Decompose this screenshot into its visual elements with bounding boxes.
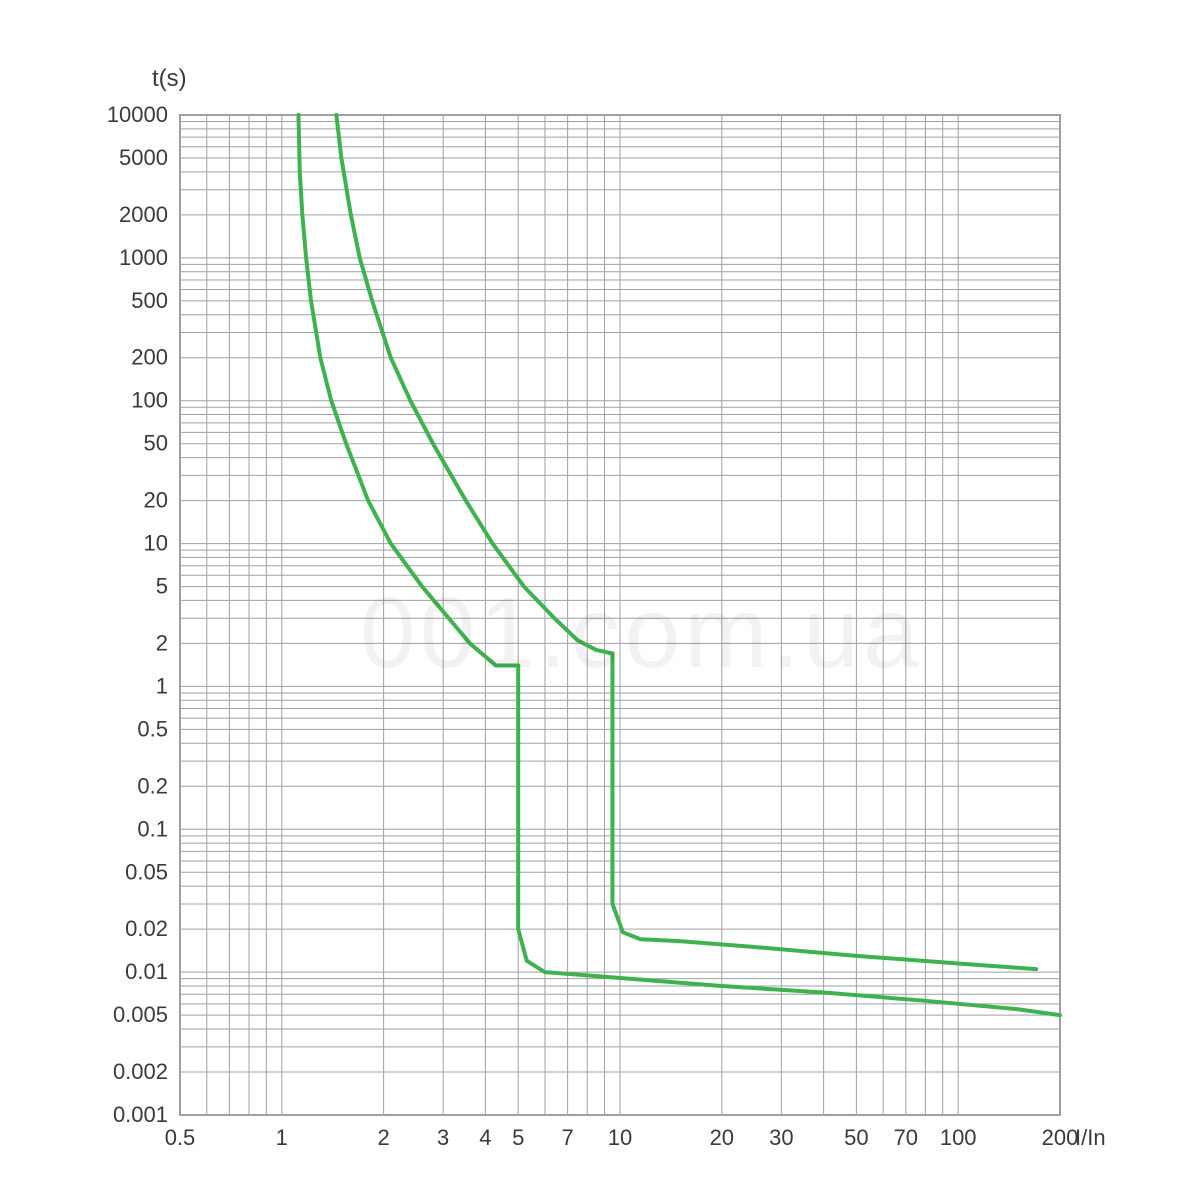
x-tick-label: 20 [710, 1125, 734, 1150]
y-tick-label: 0.5 [137, 716, 168, 741]
y-tick-label: 0.2 [137, 773, 168, 798]
y-tick-label: 0.001 [113, 1102, 168, 1127]
y-tick-label: 100 [131, 388, 168, 413]
y-tick-label: 10000 [107, 102, 168, 127]
x-tick-label: 10 [608, 1125, 632, 1150]
y-tick-label: 5 [156, 574, 168, 599]
y-tick-label: 200 [131, 345, 168, 370]
chart-svg: 0.512345710203050701002000.0010.0020.005… [0, 0, 1200, 1200]
x-tick-label: 2 [377, 1125, 389, 1150]
y-tick-label: 2000 [119, 202, 168, 227]
y-tick-label: 1000 [119, 245, 168, 270]
x-axis-label: I/In [1075, 1125, 1106, 1151]
x-tick-label: 50 [844, 1125, 868, 1150]
y-tick-label: 500 [131, 288, 168, 313]
y-tick-label: 0.005 [113, 1002, 168, 1027]
x-tick-label: 3 [437, 1125, 449, 1150]
x-tick-label: 5 [512, 1125, 524, 1150]
y-axis-label: t(s) [152, 65, 187, 93]
y-tick-label: 0.002 [113, 1059, 168, 1084]
x-tick-label: 200 [1042, 1125, 1079, 1150]
x-tick-label: 7 [561, 1125, 573, 1150]
x-tick-label: 70 [894, 1125, 918, 1150]
y-tick-label: 10 [144, 531, 168, 556]
x-tick-label: 30 [769, 1125, 793, 1150]
y-tick-label: 0.1 [137, 816, 168, 841]
y-tick-label: 2 [156, 630, 168, 655]
x-tick-label: 4 [479, 1125, 491, 1150]
x-tick-label: 1 [276, 1125, 288, 1150]
y-tick-label: 5000 [119, 145, 168, 170]
y-tick-label: 50 [144, 431, 168, 456]
y-tick-label: 0.05 [125, 859, 168, 884]
x-tick-label: 100 [940, 1125, 977, 1150]
y-tick-label: 0.01 [125, 959, 168, 984]
y-tick-label: 20 [144, 488, 168, 513]
y-tick-label: 0.02 [125, 916, 168, 941]
x-tick-label: 0.5 [165, 1125, 196, 1150]
trip-curve-chart: 0.512345710203050701002000.0010.0020.005… [0, 0, 1200, 1200]
y-tick-label: 1 [156, 673, 168, 698]
